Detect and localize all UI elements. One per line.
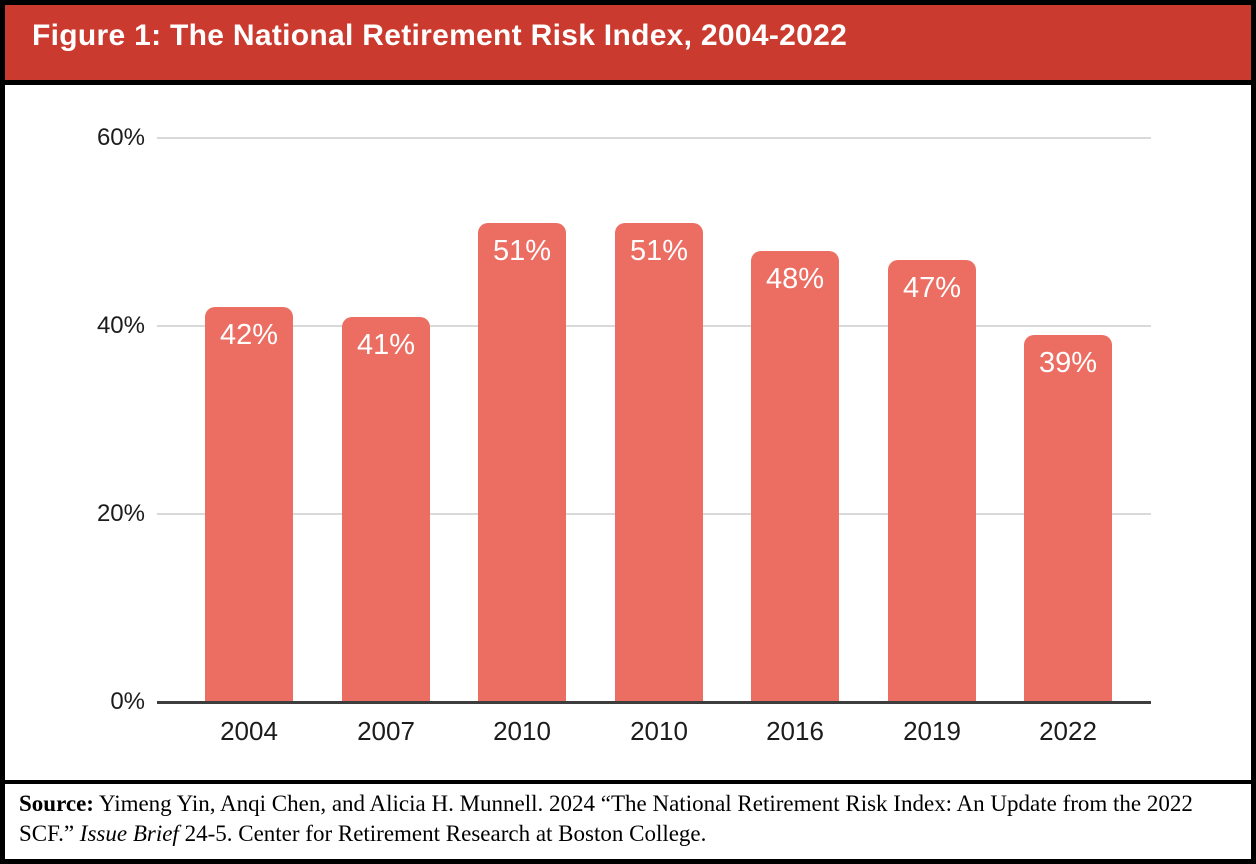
y-axis-tick-label: 0% bbox=[110, 688, 145, 715]
figure-header: Figure 1: The National Retirement Risk I… bbox=[5, 5, 1251, 85]
source-publication: Issue Brief bbox=[79, 821, 179, 846]
source-text: Source: Yimeng Yin, Anqi Chen, and Alici… bbox=[5, 784, 1251, 849]
y-axis-tick-label: 60% bbox=[96, 124, 145, 151]
x-axis-tick-label: 2010 bbox=[630, 716, 688, 746]
source-citation: Yimeng Yin, Anqi Chen, and Alicia H. Mun… bbox=[19, 791, 1193, 846]
y-axis-tick-label: 40% bbox=[96, 312, 145, 339]
bar-value-label: 51% bbox=[492, 235, 552, 267]
bar-value-label: 51% bbox=[629, 235, 689, 267]
figure-title: Figure 1: The National Retirement Risk I… bbox=[32, 19, 848, 52]
bar-2016: 48% bbox=[751, 251, 839, 702]
x-axis-tick-label: 2010 bbox=[493, 716, 551, 746]
figure-footer: Source: Yimeng Yin, Anqi Chen, and Alici… bbox=[5, 780, 1251, 849]
bar-2022: 39% bbox=[1024, 335, 1112, 702]
x-axis-tick-label: 2022 bbox=[1039, 716, 1097, 746]
y-axis-tick-label: 20% bbox=[96, 500, 145, 527]
bar-value-label: 39% bbox=[1038, 347, 1098, 379]
source-label: Source: bbox=[19, 791, 94, 816]
source-citation-end: 24-5. Center for Retirement Research at … bbox=[178, 821, 707, 846]
x-axis-line bbox=[157, 701, 1151, 704]
gridline bbox=[157, 137, 1151, 139]
bar-chart: 0% 20% 40% 60% 42% 2004 41% 2007 51% 2010 51% 2010 4… bbox=[5, 85, 1251, 780]
bar-value-label: 47% bbox=[902, 272, 962, 304]
x-axis-tick-label: 2004 bbox=[220, 716, 278, 746]
x-axis-tick-label: 2019 bbox=[903, 716, 961, 746]
bar-2007: 41% bbox=[342, 317, 430, 702]
x-axis-tick-label: 2016 bbox=[766, 716, 824, 746]
bar-2010: 51% bbox=[478, 223, 566, 702]
x-axis-tick-label: 2007 bbox=[357, 716, 415, 746]
bar-value-label: 48% bbox=[765, 263, 825, 295]
bar-2019: 47% bbox=[888, 260, 976, 702]
bar-value-label: 41% bbox=[356, 329, 416, 361]
bar-2010: 51% bbox=[615, 223, 703, 702]
bar-2004: 42% bbox=[205, 307, 293, 702]
bar-value-label: 42% bbox=[219, 319, 279, 351]
